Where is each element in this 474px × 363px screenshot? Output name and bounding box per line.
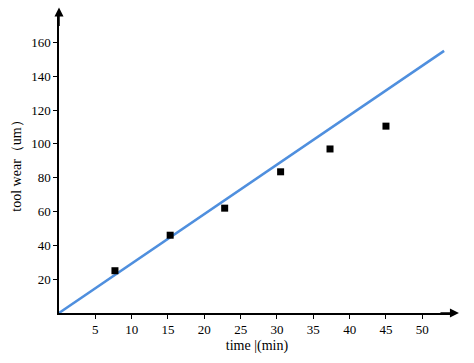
svg-text:35: 35 — [307, 322, 320, 337]
svg-text:15: 15 — [161, 322, 174, 337]
svg-text:140: 140 — [31, 69, 51, 84]
svg-text:100: 100 — [31, 136, 51, 151]
svg-text:5: 5 — [92, 322, 99, 337]
svg-text:80: 80 — [38, 170, 51, 185]
svg-text:60: 60 — [38, 204, 51, 219]
svg-text:45: 45 — [379, 322, 392, 337]
svg-text:30: 30 — [270, 322, 283, 337]
svg-text:160: 160 — [31, 35, 51, 50]
svg-text:20: 20 — [198, 322, 211, 337]
svg-text:10: 10 — [125, 322, 138, 337]
svg-text:time |(min): time |(min) — [226, 338, 289, 354]
svg-text:tool wear（um）: tool wear（um） — [9, 113, 24, 211]
svg-text:50: 50 — [416, 322, 429, 337]
svg-text:25: 25 — [234, 322, 247, 337]
svg-text:120: 120 — [31, 103, 51, 118]
svg-text:20: 20 — [38, 272, 51, 287]
svg-text:40: 40 — [343, 322, 356, 337]
svg-text:40: 40 — [38, 238, 51, 253]
